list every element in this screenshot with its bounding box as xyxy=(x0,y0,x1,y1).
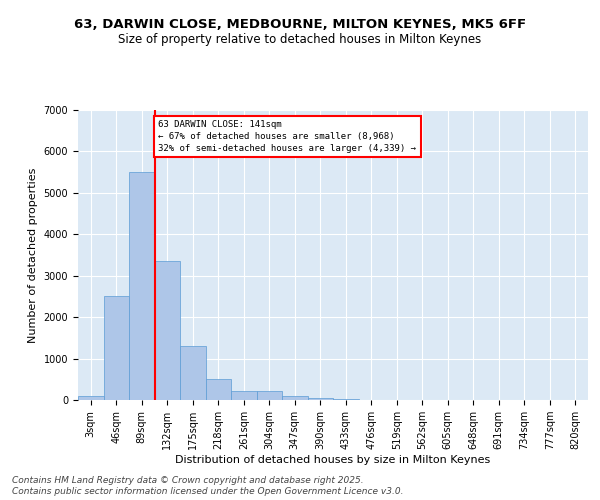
X-axis label: Distribution of detached houses by size in Milton Keynes: Distribution of detached houses by size … xyxy=(175,455,491,465)
Text: Contains HM Land Registry data © Crown copyright and database right 2025.: Contains HM Land Registry data © Crown c… xyxy=(12,476,364,485)
Bar xyxy=(308,398,333,400)
Bar xyxy=(257,391,282,400)
Bar xyxy=(104,296,129,400)
Bar xyxy=(282,396,308,400)
Text: Contains public sector information licensed under the Open Government Licence v3: Contains public sector information licen… xyxy=(12,487,404,496)
Bar xyxy=(180,346,205,400)
Text: 63, DARWIN CLOSE, MEDBOURNE, MILTON KEYNES, MK5 6FF: 63, DARWIN CLOSE, MEDBOURNE, MILTON KEYN… xyxy=(74,18,526,30)
Text: 63 DARWIN CLOSE: 141sqm
← 67% of detached houses are smaller (8,968)
32% of semi: 63 DARWIN CLOSE: 141sqm ← 67% of detache… xyxy=(158,120,416,153)
Bar xyxy=(129,172,155,400)
Bar xyxy=(205,380,231,400)
Bar xyxy=(231,391,257,400)
Y-axis label: Number of detached properties: Number of detached properties xyxy=(28,168,38,342)
Bar xyxy=(78,396,104,400)
Text: Size of property relative to detached houses in Milton Keynes: Size of property relative to detached ho… xyxy=(118,32,482,46)
Bar xyxy=(333,399,359,400)
Bar xyxy=(155,261,180,400)
